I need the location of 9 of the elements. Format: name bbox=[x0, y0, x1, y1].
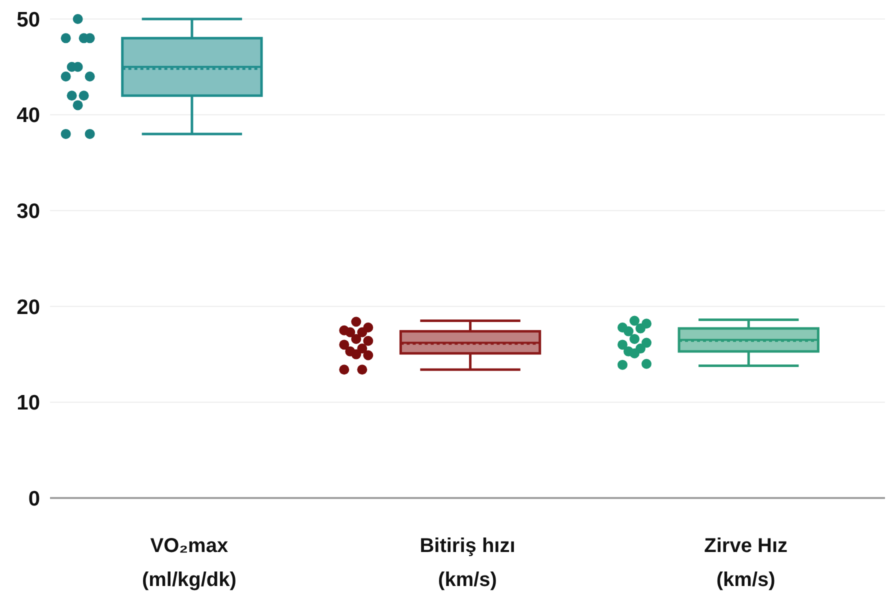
y-tick-label: 30 bbox=[16, 200, 40, 223]
x-tick-label: VO₂max (ml/kg/dk) bbox=[142, 535, 236, 591]
x-tick-label: Bitiriş hızı (km/s) bbox=[420, 535, 516, 591]
y-tick-label: 0 bbox=[28, 487, 40, 510]
y-tick-label: 20 bbox=[16, 296, 40, 319]
y-tick-label: 10 bbox=[16, 392, 40, 415]
y-tick-label: 50 bbox=[16, 8, 40, 32]
x-tick-label: Zirve Hız (km/s) bbox=[704, 535, 788, 591]
y-tick-label: 40 bbox=[16, 104, 40, 128]
